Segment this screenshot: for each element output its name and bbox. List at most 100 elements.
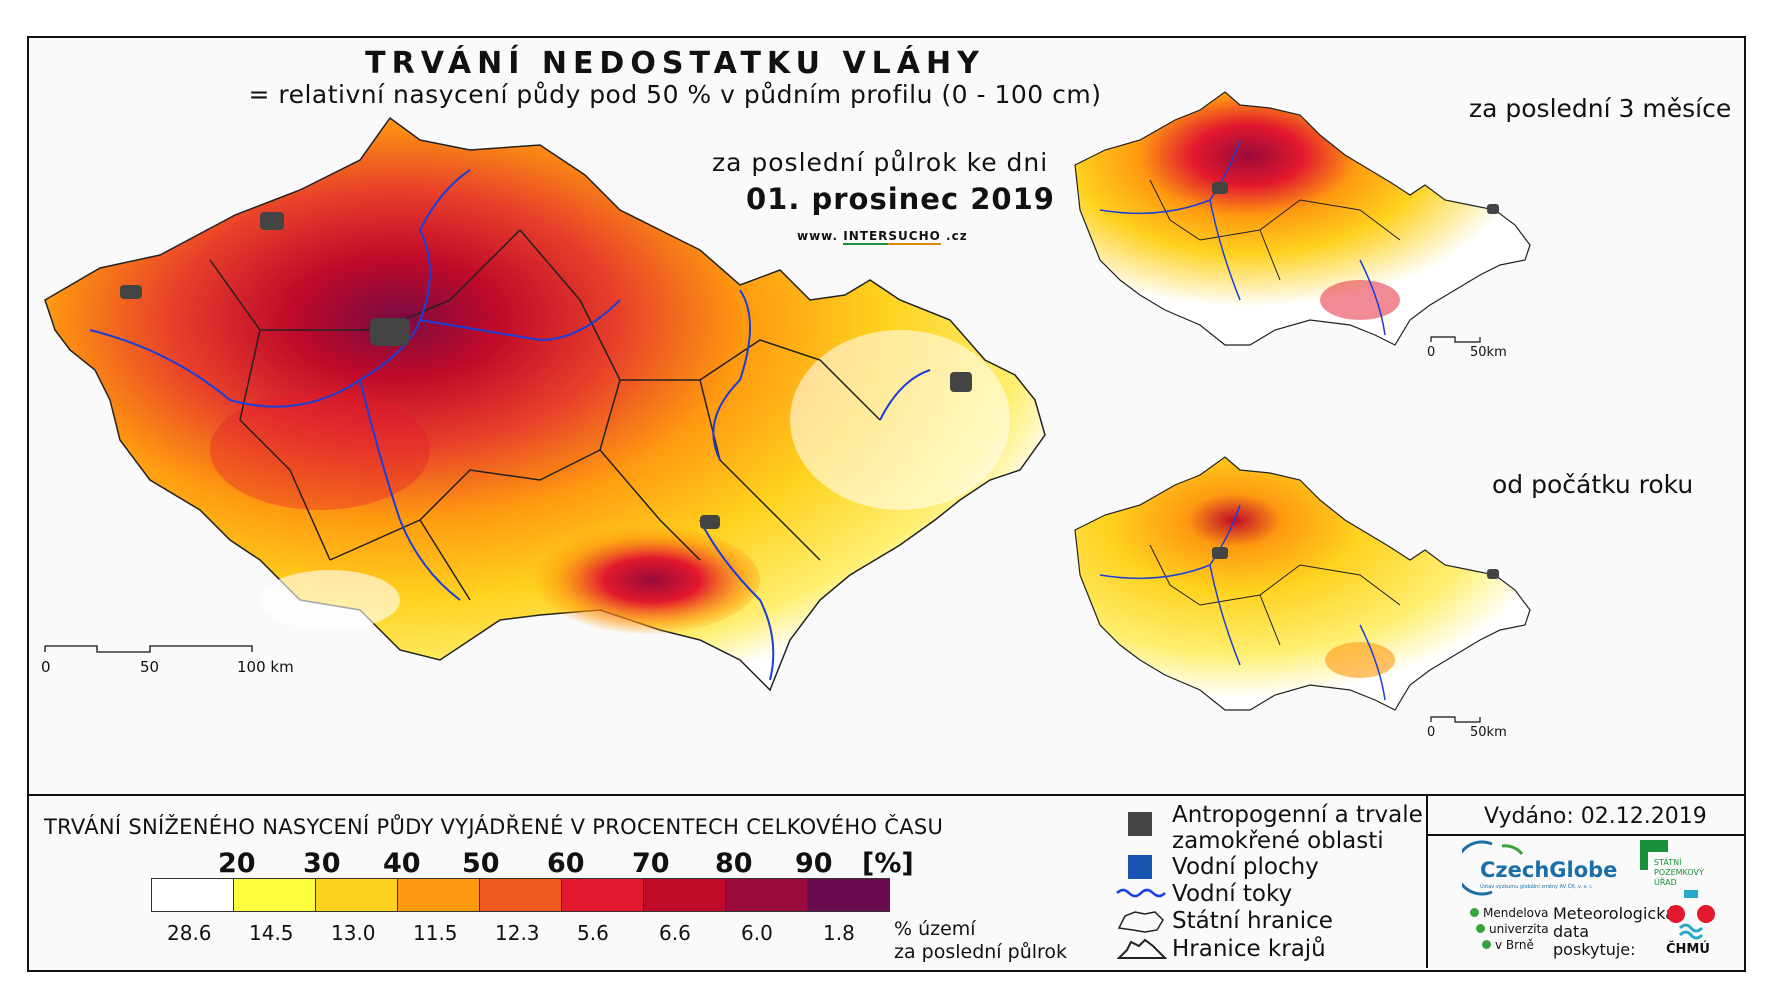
- chmu-name: ČHMÚ: [1666, 942, 1710, 957]
- legend-threshold: 80: [715, 848, 753, 879]
- legend-share-value: 5.6: [577, 921, 609, 945]
- inset2-scale-bar: [1430, 716, 1481, 723]
- website-brand-1: INTER: [843, 229, 889, 245]
- website-link[interactable]: www. INTERSUCHO .cz: [797, 229, 968, 245]
- legend-swatch: [397, 878, 480, 912]
- main-map-country-shape: [44, 116, 1046, 692]
- legend-divider: [27, 794, 1744, 796]
- meteo-line1: Meteorologická: [1553, 904, 1675, 923]
- meteo-data-credit: Meteorologická data poskytuje:: [1553, 905, 1675, 959]
- legend-threshold: 50: [462, 848, 500, 879]
- region-border-icon: [1116, 938, 1167, 959]
- inset-map-year: [1074, 456, 1531, 723]
- drought-maps: [44, 91, 1531, 723]
- legend-share-value: 11.5: [413, 921, 458, 945]
- website-prefix: www.: [797, 229, 839, 243]
- legend-unit: % území za poslední půlrok: [894, 918, 1067, 964]
- main-map: [44, 116, 1046, 692]
- czechglobe-name: CzechGlobe: [1480, 858, 1618, 882]
- issued-date: Vydáno: 02.12.2019: [1484, 804, 1707, 829]
- czechglobe-logo[interactable]: CzechGlobe Ústav výzkumu globální změny …: [1462, 840, 1617, 896]
- inset2-title: od počátku roku: [1492, 470, 1694, 499]
- legend-share-value: 13.0: [331, 921, 376, 945]
- mendel-dot-icon: [1476, 924, 1485, 933]
- chmu-logo[interactable]: ČHMÚ: [1660, 888, 1720, 958]
- key-anthropogenic-line1: Antropogenní a trvale: [1172, 802, 1423, 828]
- main-map-urban-area: [120, 285, 142, 299]
- szu-logo[interactable]: STÁTNÍ POZEMKOVÝ ÚŘAD: [1640, 840, 1710, 890]
- mendel-line1: Mendelova: [1483, 906, 1549, 920]
- czechglobe-tagline: Ústav výzkumu globální změny AV ČR, v. v…: [1480, 884, 1593, 890]
- state-border-icon: [1117, 911, 1164, 933]
- inset1-scale-label-0: 0: [1427, 345, 1436, 360]
- inset2-scale-label-50: 50km: [1470, 725, 1507, 740]
- legend-share-value: 28.6: [167, 921, 212, 945]
- legend-threshold: [%]: [862, 848, 914, 879]
- river-line-icon: [1116, 888, 1166, 898]
- szu-mark-stem-icon: [1640, 840, 1648, 870]
- dark-square-icon: [1128, 812, 1152, 836]
- key-region-border: Hranice krajů: [1172, 936, 1326, 962]
- legend-swatch: [643, 878, 726, 912]
- legend-threshold: 90: [795, 848, 833, 879]
- legend-threshold: 20: [218, 848, 256, 879]
- inset1-scale-label-50: 50km: [1470, 345, 1507, 360]
- legend-unit-line2: za poslední půlrok: [894, 941, 1068, 963]
- mendel-line2: univerzita: [1489, 922, 1549, 936]
- main-map-scale-bar: [44, 645, 253, 653]
- legend-title: TRVÁNÍ SNÍŽENÉHO NASYCENÍ PŮDY VYJÁDŘENÉ…: [44, 815, 944, 839]
- legend-threshold: 70: [632, 848, 670, 879]
- szu-line2: POZEMKOVÝ: [1654, 868, 1704, 877]
- legend-share-value: 6.0: [741, 921, 773, 945]
- mendel-university-logo[interactable]: Mendelova univerzita v Brně: [1470, 905, 1549, 953]
- szu-line1: STÁTNÍ: [1654, 858, 1682, 867]
- inset-map-3-months: [1074, 91, 1531, 346]
- key-anthropogenic-line2: zamokřené oblasti: [1172, 828, 1384, 854]
- website-brand-2: SUCHO: [888, 229, 941, 245]
- legend-swatch: [807, 878, 890, 912]
- legend-threshold: 40: [383, 848, 421, 879]
- main-map-region-borders: [209, 229, 881, 601]
- meteo-line2: data: [1553, 922, 1590, 941]
- main-map-urban-area: [950, 372, 972, 392]
- footer-divider: [1426, 794, 1428, 968]
- main-scale-label-100: 100 km: [237, 658, 294, 676]
- map-title: TRVÁNÍ NEDOSTATKU VLÁHY: [365, 46, 985, 81]
- legend-share-value: 14.5: [249, 921, 294, 945]
- chmu-mark-icon: [1667, 890, 1715, 940]
- main-map-urban-area: [700, 515, 720, 529]
- inset1-scale-bar: [1430, 336, 1481, 343]
- key-state-border: Státní hranice: [1172, 908, 1333, 934]
- main-map-rivers: [89, 169, 931, 681]
- mendel-dot-icon: [1470, 908, 1479, 917]
- website-suffix: .cz: [946, 229, 968, 243]
- legend-swatch: [315, 878, 398, 912]
- inset1-title: za poslední 3 měsíce: [1469, 94, 1732, 123]
- legend-swatch: [479, 878, 562, 912]
- legend-swatch: [151, 878, 234, 912]
- mendel-dot-icon: [1482, 940, 1491, 949]
- map-date: 01. prosinec 2019: [746, 182, 1055, 216]
- mendel-line3: v Brně: [1495, 938, 1534, 952]
- legend-swatch: [561, 878, 644, 912]
- map-subtitle: = relativní nasycení půdy pod 50 % v půd…: [248, 80, 1102, 109]
- szu-line3: ÚŘAD: [1654, 878, 1677, 887]
- meteo-line3: poskytuje:: [1553, 940, 1636, 959]
- key-rivers: Vodní toky: [1172, 881, 1293, 907]
- legend-threshold: 30: [303, 848, 341, 879]
- legend-swatch: [233, 878, 316, 912]
- legend-swatch: [725, 878, 808, 912]
- legend-share-value: 12.3: [495, 921, 540, 945]
- period-label: za poslední půlrok ke dni: [712, 148, 1049, 177]
- inset2-scale-label-0: 0: [1427, 725, 1436, 740]
- main-scale-label-50: 50: [140, 658, 160, 676]
- issued-divider: [1426, 834, 1744, 836]
- legend-share-value: 6.6: [659, 921, 691, 945]
- main-scale-label-0: 0: [41, 658, 51, 676]
- legend-unit-line1: % území: [894, 918, 976, 940]
- main-map-urban-area: [370, 318, 410, 346]
- key-water-bodies: Vodní plochy: [1172, 854, 1319, 880]
- legend-share-value: 1.8: [823, 921, 855, 945]
- blue-square-icon: [1128, 855, 1152, 879]
- legend-threshold: 60: [547, 848, 585, 879]
